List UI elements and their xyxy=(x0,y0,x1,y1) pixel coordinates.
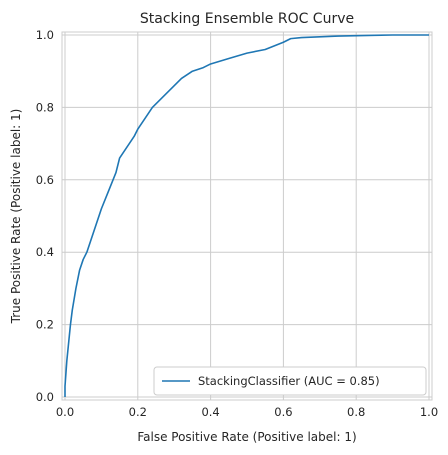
y-tick-label: 0.4 xyxy=(36,245,54,259)
chart-title: Stacking Ensemble ROC Curve xyxy=(140,11,354,27)
y-tick-label: 0.6 xyxy=(36,173,54,187)
roc-curve xyxy=(64,34,429,397)
x-tick-label: 0.4 xyxy=(201,405,219,419)
x-tick-labels: 0.0 0.2 0.4 0.6 0.8 1.0 xyxy=(56,405,438,419)
legend-label: StackingClassifier (AUC = 0.85) xyxy=(198,374,380,388)
legend-box xyxy=(153,366,427,396)
y-tick-label: 1.0 xyxy=(36,28,54,42)
y-axis-label: True Positive Rate (Positive label: 1) xyxy=(9,109,23,325)
y-tick-label: 0.2 xyxy=(36,318,54,332)
legend: StackingClassifier (AUC = 0.85) xyxy=(153,366,427,396)
y-tick-label: 0.8 xyxy=(36,100,54,114)
plot-frame xyxy=(61,31,433,401)
y-tick-label: 0.0 xyxy=(36,390,54,404)
x-tick-label: 0.0 xyxy=(56,405,74,419)
plot-background xyxy=(62,32,432,400)
x-tick-label: 0.8 xyxy=(347,405,365,419)
x-tick-label: 1.0 xyxy=(420,405,438,419)
grid xyxy=(62,32,432,400)
x-tick-label: 0.2 xyxy=(129,405,147,419)
x-tick-label: 0.6 xyxy=(274,405,292,419)
y-tick-labels: 0.0 0.2 0.4 0.6 0.8 1.0 xyxy=(36,28,54,404)
x-axis-label: False Positive Rate (Positive label: 1) xyxy=(137,430,356,444)
